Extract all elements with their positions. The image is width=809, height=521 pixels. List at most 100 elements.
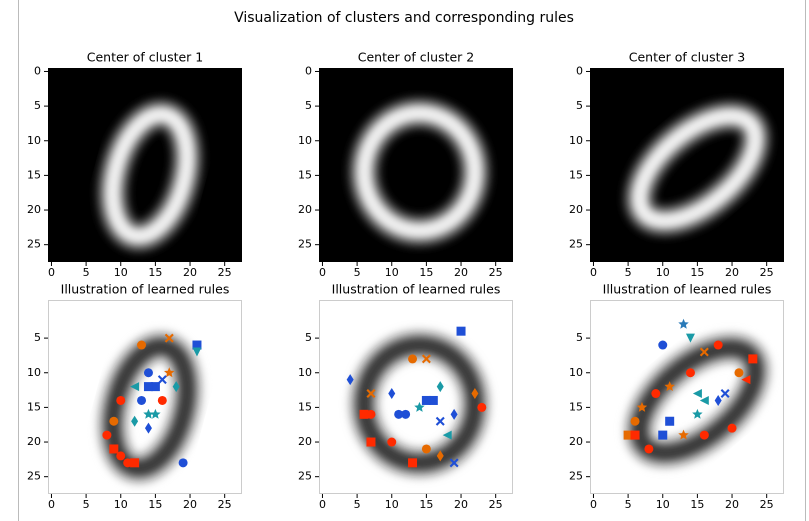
y-tick-label: 25 xyxy=(27,470,41,483)
x-tick-label: 10 xyxy=(385,498,399,511)
x-tick-label: 10 xyxy=(656,266,670,279)
panel-title: Illustration of learned rules xyxy=(332,282,501,297)
x-tick-label: 20 xyxy=(725,266,739,279)
y-tick-label: 20 xyxy=(27,435,41,448)
rule-marker xyxy=(631,431,640,440)
rule-marker xyxy=(714,341,723,350)
image xyxy=(48,68,242,262)
x-tick-label: 5 xyxy=(625,266,632,279)
x-tick-label: 5 xyxy=(625,498,632,511)
x-tick-label: 25 xyxy=(489,498,503,511)
y-tick-label: 10 xyxy=(27,366,41,379)
x-tick-label: 15 xyxy=(419,266,433,279)
panel-title: Center of cluster 2 xyxy=(358,50,475,65)
rule-marker xyxy=(144,382,153,391)
y-tick-label: 25 xyxy=(569,238,583,251)
x-tick-label: 15 xyxy=(148,498,162,511)
x-tick-label: 10 xyxy=(114,266,128,279)
x-tick-label: 5 xyxy=(354,266,361,279)
x-tick-label: 0 xyxy=(48,266,55,279)
x-tick-label: 0 xyxy=(319,498,326,511)
rule-marker xyxy=(734,368,743,377)
x-tick-label: 0 xyxy=(48,498,55,511)
rule-marker xyxy=(387,438,396,447)
rule-marker xyxy=(631,417,640,426)
y-tick-label: 5 xyxy=(34,331,41,344)
image xyxy=(590,300,784,494)
rule-marker xyxy=(109,444,118,453)
image xyxy=(590,68,784,262)
y-tick-label: 20 xyxy=(298,203,312,216)
panel: Center of cluster 105101520250510152025 xyxy=(27,50,242,280)
y-tick-label: 5 xyxy=(576,99,583,112)
y-tick-label: 10 xyxy=(569,134,583,147)
rule-marker xyxy=(137,396,146,405)
panel-title: Center of cluster 1 xyxy=(87,50,204,65)
rule-marker xyxy=(130,458,139,467)
x-tick-label: 25 xyxy=(489,266,503,279)
rule-marker xyxy=(360,410,369,419)
y-tick-label: 10 xyxy=(298,366,312,379)
panel: Illustration of learned rules05101520255… xyxy=(298,282,513,512)
rule-marker xyxy=(651,389,660,398)
y-tick-label: 0 xyxy=(305,64,312,77)
rule-marker xyxy=(700,431,709,440)
x-tick-label: 10 xyxy=(114,498,128,511)
x-tick-label: 0 xyxy=(319,266,326,279)
rule-marker xyxy=(408,458,417,467)
y-tick-label: 20 xyxy=(27,203,41,216)
y-tick-label: 15 xyxy=(298,400,312,413)
y-tick-label: 5 xyxy=(305,99,312,112)
rule-marker xyxy=(658,341,667,350)
x-tick-label: 5 xyxy=(83,266,90,279)
x-tick-label: 25 xyxy=(218,498,232,511)
image xyxy=(319,68,513,262)
x-tick-label: 25 xyxy=(218,266,232,279)
y-tick-label: 10 xyxy=(298,134,312,147)
x-tick-label: 25 xyxy=(760,498,774,511)
y-tick-label: 20 xyxy=(569,435,583,448)
image xyxy=(48,300,242,494)
panel-title: Illustration of learned rules xyxy=(61,282,230,297)
rule-marker xyxy=(366,438,375,447)
rule-marker xyxy=(137,341,146,350)
panel: Center of cluster 305101520250510152025 xyxy=(569,50,784,280)
rule-marker xyxy=(422,444,431,453)
rule-marker xyxy=(477,403,486,412)
rule-marker xyxy=(116,451,125,460)
rule-marker xyxy=(686,368,695,377)
panel: Illustration of learned rules05101520255… xyxy=(27,282,242,512)
y-tick-label: 5 xyxy=(305,331,312,344)
y-tick-label: 5 xyxy=(576,331,583,344)
y-tick-label: 15 xyxy=(298,168,312,181)
x-tick-label: 15 xyxy=(690,498,704,511)
rule-marker xyxy=(408,354,417,363)
y-tick-label: 20 xyxy=(298,435,312,448)
x-tick-label: 0 xyxy=(590,266,597,279)
rule-marker xyxy=(728,424,737,433)
y-tick-label: 20 xyxy=(569,203,583,216)
y-tick-label: 0 xyxy=(576,64,583,77)
rule-marker xyxy=(422,396,431,405)
rule-marker xyxy=(644,444,653,453)
x-tick-label: 20 xyxy=(454,498,468,511)
panel-title: Center of cluster 3 xyxy=(629,50,746,65)
y-tick-label: 0 xyxy=(34,64,41,77)
x-tick-label: 15 xyxy=(148,266,162,279)
y-tick-label: 25 xyxy=(569,470,583,483)
rule-marker xyxy=(394,410,403,419)
x-tick-label: 25 xyxy=(760,266,774,279)
panel-title: Illustration of learned rules xyxy=(603,282,772,297)
rule-marker xyxy=(665,417,674,426)
rule-marker xyxy=(748,354,757,363)
rule-marker xyxy=(658,431,667,440)
y-tick-label: 15 xyxy=(569,400,583,413)
y-tick-label: 15 xyxy=(27,168,41,181)
rule-marker xyxy=(457,327,466,336)
rule-marker xyxy=(158,396,167,405)
rule-marker xyxy=(102,431,111,440)
rule-marker xyxy=(179,458,188,467)
x-tick-label: 20 xyxy=(183,266,197,279)
x-tick-label: 20 xyxy=(183,498,197,511)
rule-marker xyxy=(109,417,118,426)
